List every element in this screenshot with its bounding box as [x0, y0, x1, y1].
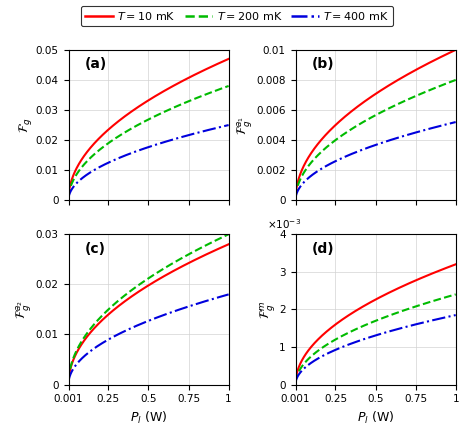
Y-axis label: $\mathcal{F}_g$: $\mathcal{F}_g$ — [18, 117, 35, 133]
X-axis label: $P_l$ (W): $P_l$ (W) — [130, 410, 167, 426]
Text: (a): (a) — [84, 57, 107, 71]
Text: (b): (b) — [311, 57, 334, 71]
X-axis label: $P_l$ (W): $P_l$ (W) — [357, 410, 394, 426]
Y-axis label: $\mathcal{F}_g^{a_1}$: $\mathcal{F}_g^{a_1}$ — [236, 116, 255, 135]
Text: $\times 10^{-3}$: $\times 10^{-3}$ — [267, 217, 301, 231]
Text: (c): (c) — [84, 242, 106, 256]
Y-axis label: $\mathcal{F}_g^{m}$: $\mathcal{F}_g^{m}$ — [258, 300, 278, 318]
Y-axis label: $\mathcal{F}_g^{a_2}$: $\mathcal{F}_g^{a_2}$ — [15, 300, 35, 319]
Legend: $T = 10$ mK, $T = 200$ mK, $T = 400$ mK: $T = 10$ mK, $T = 200$ mK, $T = 400$ mK — [81, 6, 393, 26]
Text: (d): (d) — [311, 242, 334, 256]
